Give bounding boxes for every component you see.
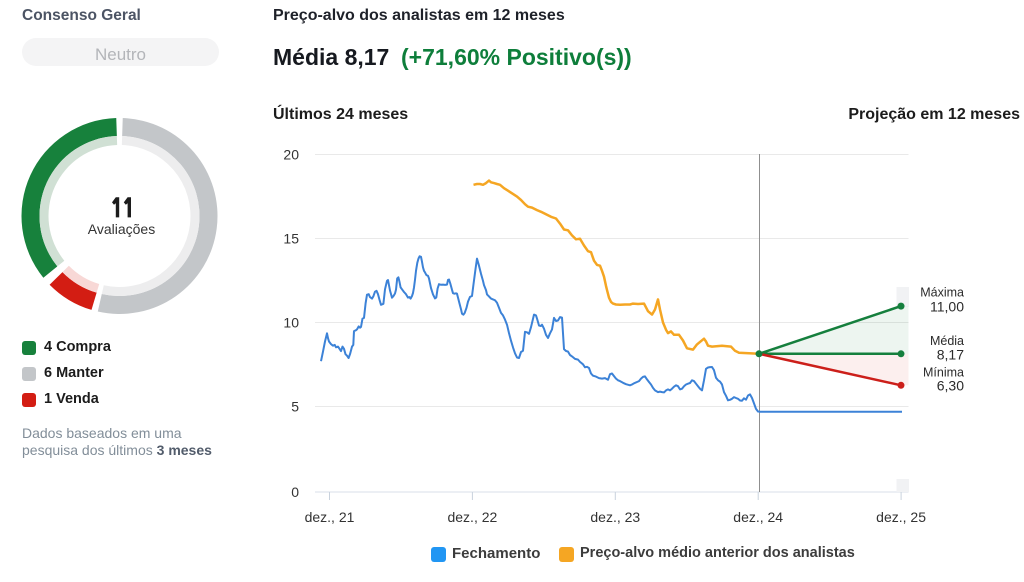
svg-text:20: 20 — [283, 147, 299, 163]
svg-text:Avaliações: Avaliações — [88, 221, 155, 237]
svg-text:dez., 21: dez., 21 — [305, 509, 355, 525]
svg-text:8,17: 8,17 — [937, 347, 964, 363]
svg-text:dez., 22: dez., 22 — [447, 509, 497, 525]
svg-text:0: 0 — [291, 484, 299, 500]
svg-text:Mínima: Mínima — [923, 366, 964, 380]
svg-text:dez., 25: dez., 25 — [876, 509, 926, 525]
svg-text:Máxima: Máxima — [920, 286, 964, 300]
svg-text:dez., 23: dez., 23 — [590, 509, 640, 525]
svg-text:15: 15 — [283, 231, 299, 247]
svg-text:10: 10 — [283, 315, 299, 331]
svg-text:6,30: 6,30 — [937, 378, 964, 394]
svg-text:5: 5 — [291, 399, 299, 415]
svg-text:Média: Média — [930, 334, 964, 348]
svg-text:11,00: 11,00 — [930, 299, 964, 315]
svg-text:dez., 24: dez., 24 — [733, 509, 783, 525]
